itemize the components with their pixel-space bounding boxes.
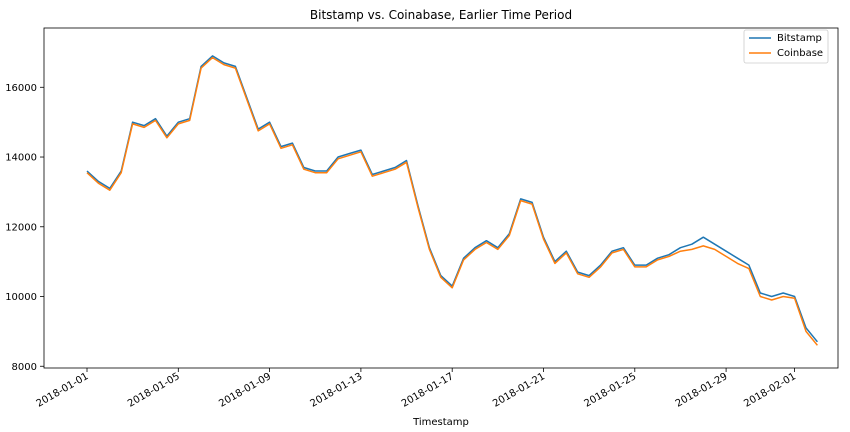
- y-axis-ticks: 8000 10000 12000 14000 16000: [5, 83, 44, 373]
- x-tick-label: 2018-01-13: [309, 371, 365, 410]
- legend-label-coinbase: Coinbase: [777, 48, 823, 59]
- y-tick-label: 14000: [5, 153, 37, 164]
- chart-title: Bitstamp vs. Coinabase, Earlier Time Per…: [310, 8, 572, 22]
- x-axis-ticks: 2018-01-01 2018-01-05 2018-01-09 2018-01-13…: [35, 368, 798, 410]
- x-tick-label: 2018-01-01: [35, 371, 91, 410]
- y-tick-label: 8000: [12, 362, 37, 373]
- x-tick-label: 2018-01-29: [674, 371, 730, 410]
- x-tick-label: 2018-01-17: [400, 371, 456, 410]
- x-axis-label: Timestamp: [412, 417, 469, 428]
- x-tick-label: 2018-01-25: [582, 371, 638, 410]
- x-tick-label: 2018-01-05: [126, 371, 182, 410]
- legend-label-bitstamp: Bitstamp: [777, 33, 822, 44]
- series-lines: [86, 55, 818, 346]
- x-tick-label: 2018-01-09: [217, 371, 273, 410]
- plot-area: [43, 27, 839, 369]
- x-tick-label: 2018-01-21: [491, 371, 547, 410]
- x-tick-label: 2018-02-01: [742, 371, 798, 410]
- y-tick-label: 12000: [5, 222, 37, 233]
- series-line-coinbase: [86, 56, 818, 346]
- y-tick-label: 16000: [5, 83, 37, 94]
- legend: Bitstamp Coinbase: [743, 29, 829, 64]
- y-tick-label: 10000: [5, 292, 37, 303]
